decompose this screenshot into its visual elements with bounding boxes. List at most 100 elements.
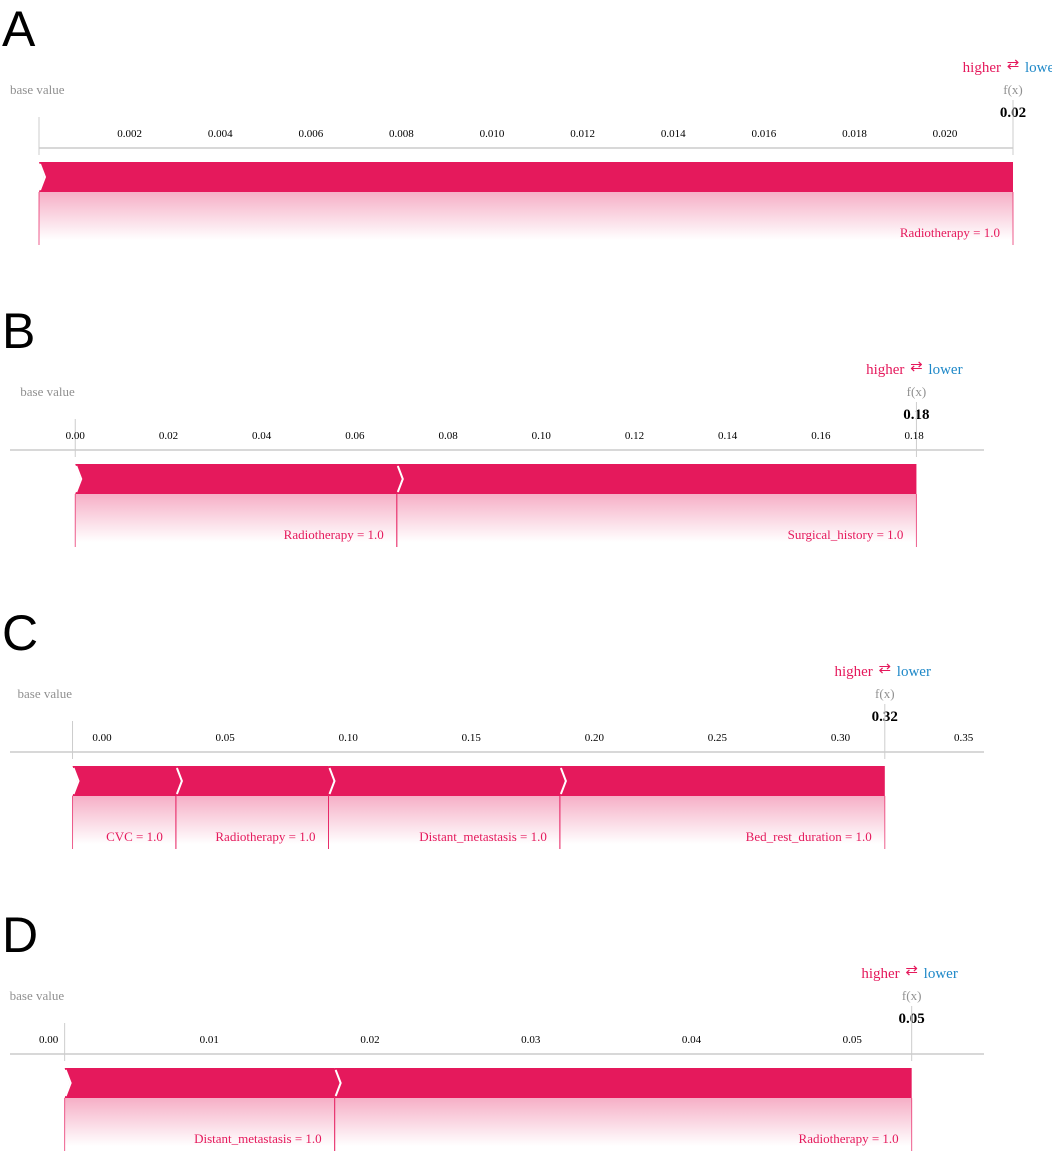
feature-label: Bed_rest_duration = 1.0: [746, 829, 872, 844]
feature-bar-shape: [64, 1068, 340, 1098]
tick-label: 0.15: [462, 732, 482, 744]
feature-bar: Radiotherapy = 1.0: [334, 1068, 913, 1151]
feature-bar-shape: [328, 766, 565, 796]
tick-label: 0.10: [339, 732, 359, 744]
tick-label: 0.08: [438, 430, 458, 442]
tick-label: 0.04: [682, 1034, 702, 1046]
feature-label: CVC = 1.0: [106, 829, 163, 844]
legend: higher ⇄ lower: [834, 661, 930, 680]
feature-label: Radiotherapy = 1.0: [284, 527, 384, 542]
feature-separator: [64, 1069, 72, 1097]
legend-arrow-icon: ⇄: [910, 359, 923, 375]
feature-band: [39, 192, 1013, 240]
tick-label: 0.20: [585, 732, 605, 744]
legend-lower: lower: [1025, 60, 1052, 76]
feature-bar: Radiotherapy = 1.0: [175, 766, 334, 849]
feature-separator: [175, 767, 183, 795]
feature-bar-shape: [39, 162, 1013, 192]
tick-label: 0.008: [389, 128, 414, 140]
feature-bar-shape: [559, 766, 885, 796]
feature-bar: Distant_metastasis = 1.0: [64, 1068, 340, 1151]
feature-bar-shape: [396, 464, 917, 494]
tick-label: 0.10: [532, 430, 552, 442]
tick-label: 0.00: [66, 430, 86, 442]
tick-label: 0.05: [216, 732, 236, 744]
tick-label: 0.18: [904, 430, 924, 442]
tick-label: 0.12: [625, 430, 644, 442]
legend-higher: higher: [834, 664, 872, 680]
feature-separator: [328, 767, 336, 795]
fx-label: f(x): [1003, 82, 1023, 97]
legend: higher ⇄ lower: [861, 963, 957, 982]
tick-label: 0.03: [521, 1034, 541, 1046]
fx-label: f(x): [907, 384, 927, 399]
tick-label: 0.04: [252, 430, 272, 442]
legend-higher: higher: [861, 966, 899, 982]
tick-label: 0.002: [117, 128, 142, 140]
tick-label: 0.014: [661, 128, 686, 140]
feature-separator: [39, 163, 47, 191]
tick-label: 0.006: [298, 128, 323, 140]
feature-band: [396, 494, 917, 542]
feature-band: [328, 796, 560, 844]
panel-letter: A: [2, 1, 36, 57]
tick-label: 0.02: [360, 1034, 379, 1046]
tick-label: 0.25: [708, 732, 728, 744]
feature-bar-shape: [72, 766, 181, 796]
feature-separator: [396, 465, 404, 493]
legend-lower: lower: [924, 966, 958, 982]
fx-label: f(x): [902, 988, 922, 1003]
panel-letter: B: [2, 303, 35, 359]
feature-bar: CVC = 1.0: [72, 766, 181, 849]
feature-separator: [334, 1069, 342, 1097]
feature-label: Distant_metastasis = 1.0: [419, 829, 547, 844]
feature-bar: Radiotherapy = 1.0: [74, 464, 402, 547]
legend-arrow-icon: ⇄: [879, 661, 892, 677]
feature-label: Radiotherapy = 1.0: [799, 1131, 899, 1146]
tick-label: 0.02: [159, 430, 178, 442]
feature-separator: [559, 767, 567, 795]
tick-label: 0.012: [570, 128, 595, 140]
tick-label: 0.01: [200, 1034, 219, 1046]
feature-label: Radiotherapy = 1.0: [900, 225, 1000, 240]
tick-label: 0.016: [751, 128, 776, 140]
tick-label: 0.14: [718, 430, 738, 442]
legend: higher ⇄ lower: [963, 57, 1052, 76]
tick-label: 0.05: [843, 1034, 863, 1046]
feature-band: [72, 796, 176, 844]
base-value-label: base value: [18, 686, 73, 701]
feature-band: [334, 1098, 912, 1146]
panel-letter: D: [2, 907, 38, 963]
tick-label: 0.30: [831, 732, 851, 744]
feature-band: [559, 796, 885, 844]
tick-label: 0.06: [345, 430, 365, 442]
tick-label: 0.018: [842, 128, 867, 140]
panel-letter: C: [2, 605, 38, 661]
legend-higher: higher: [866, 362, 904, 378]
feature-bar-shape: [334, 1068, 912, 1098]
legend: higher ⇄ lower: [866, 359, 962, 378]
legend-lower: lower: [928, 362, 962, 378]
feature-bar: Bed_rest_duration = 1.0: [559, 766, 886, 849]
fx-label: f(x): [875, 686, 895, 701]
tick-label: 0.020: [933, 128, 958, 140]
base-value-label: base value: [10, 82, 65, 97]
tick-label: 0.16: [811, 430, 831, 442]
tick-label: 0.004: [208, 128, 233, 140]
tick-label: 0.010: [480, 128, 505, 140]
feature-bar: Surgical_history = 1.0: [396, 464, 917, 547]
feature-label: Surgical_history = 1.0: [788, 527, 904, 542]
base-value-label: base value: [10, 988, 65, 1003]
legend-arrow-icon: ⇄: [1007, 57, 1020, 73]
feature-band: [64, 1098, 335, 1146]
feature-separator: [75, 465, 83, 493]
tick-label: 0.00: [92, 732, 112, 744]
tick-label: 0.35: [954, 732, 974, 744]
legend-arrow-icon: ⇄: [905, 963, 918, 979]
feature-bar: Distant_metastasis = 1.0: [328, 766, 565, 849]
feature-bar: Radiotherapy = 1.0: [38, 162, 1014, 245]
